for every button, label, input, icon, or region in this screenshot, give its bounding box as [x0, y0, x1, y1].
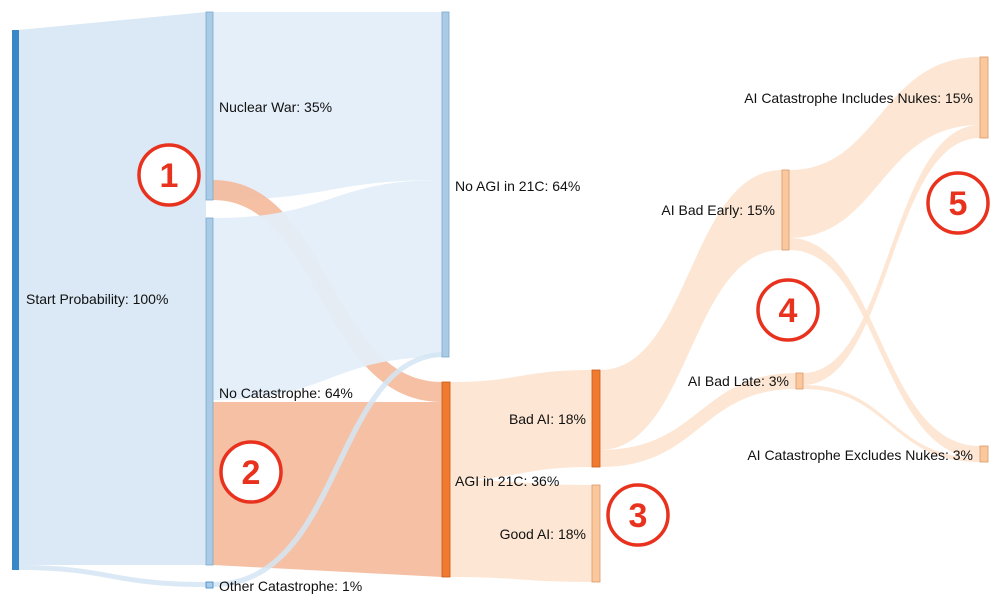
- flow-ai-bad-late-excludes-nukes[interactable]: [803, 385, 980, 462]
- svg-text:5: 5: [949, 185, 968, 223]
- label-no-agi: No AGI in 21C: 64%: [455, 178, 580, 194]
- label-good-ai: Good AI: 18%: [500, 526, 586, 542]
- flow-start-no-catastrophe[interactable]: [18, 218, 206, 565]
- svg-text:4: 4: [779, 292, 798, 330]
- flow-agi-bad-ai[interactable]: [450, 370, 592, 480]
- flow-ai-bad-late-includes-nukes[interactable]: [803, 125, 980, 385]
- marker-3: 3: [606, 483, 670, 547]
- node-ai-bad-early[interactable]: [781, 169, 790, 251]
- flows: [18, 12, 980, 587]
- svg-text:1: 1: [160, 157, 179, 195]
- node-agi[interactable]: [441, 381, 451, 578]
- label-ai-bad-late: AI Bad Late: 3%: [688, 373, 789, 389]
- node-good-ai[interactable]: [591, 484, 601, 583]
- node-ai-bad-late[interactable]: [795, 372, 804, 390]
- label-includes-nukes: AI Catastrophe Includes Nukes: 15%: [744, 90, 973, 106]
- label-bad-ai: Bad AI: 18%: [509, 411, 586, 427]
- node-excludes-nukes[interactable]: [979, 445, 989, 463]
- flow-bad-ai-ai-bad-early[interactable]: [600, 170, 782, 450]
- label-agi: AGI in 21C: 36%: [455, 473, 559, 489]
- flow-agi-good-ai[interactable]: [450, 480, 592, 582]
- flow-nuclear-war-no-agi[interactable]: [213, 12, 442, 200]
- node-includes-nukes[interactable]: [979, 56, 989, 139]
- node-no-agi[interactable]: [441, 11, 450, 358]
- marker-5: 5: [926, 171, 990, 235]
- labels: Start Probability: 100% Nuclear War: 35%…: [26, 90, 973, 594]
- flow-start-other-catastrophe[interactable]: [18, 565, 206, 587]
- svg-text:2: 2: [242, 454, 261, 492]
- label-nuclear-war: Nuclear War: 35%: [219, 99, 332, 115]
- label-start: Start Probability: 100%: [26, 291, 168, 307]
- label-other-catastrophe: Other Catastrophe: 1%: [219, 578, 362, 594]
- marker-4: 4: [756, 278, 820, 342]
- svg-text:3: 3: [629, 497, 648, 535]
- markers: 1 2 3 4 5: [137, 143, 990, 547]
- flow-ai-bad-early-includes-nukes[interactable]: [789, 57, 980, 238]
- marker-2: 2: [219, 440, 283, 504]
- flow-bad-ai-ai-bad-late[interactable]: [600, 373, 796, 467]
- marker-1: 1: [137, 143, 201, 207]
- node-bad-ai[interactable]: [591, 369, 601, 468]
- label-ai-bad-early: AI Bad Early: 15%: [661, 202, 775, 218]
- flow-no-catastrophe-no-agi[interactable]: [213, 180, 442, 400]
- node-start[interactable]: [12, 30, 19, 570]
- label-excludes-nukes: AI Catastrophe Excludes Nukes: 3%: [747, 447, 973, 463]
- node-no-catastrophe[interactable]: [205, 217, 214, 566]
- label-no-catastrophe: No Catastrophe: 64%: [219, 385, 353, 401]
- nodes: [12, 11, 989, 589]
- node-other-catastrophe[interactable]: [205, 581, 214, 589]
- node-nuclear-war[interactable]: [205, 11, 214, 201]
